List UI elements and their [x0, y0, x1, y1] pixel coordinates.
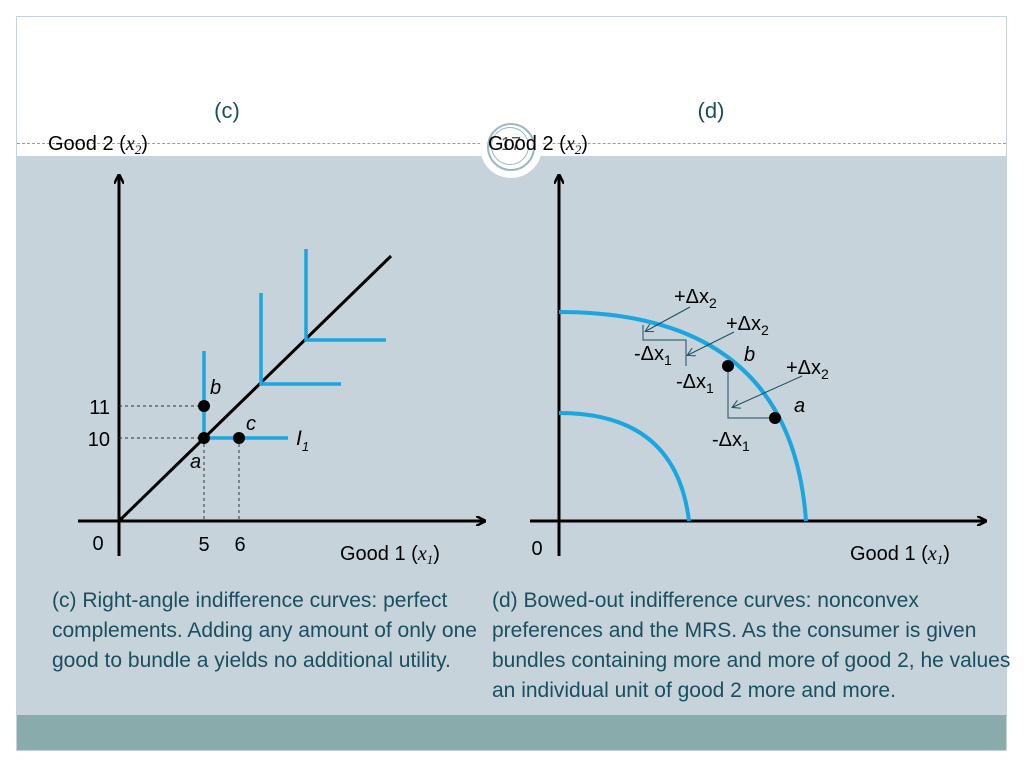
panel-d-point-a-label: a	[794, 395, 805, 417]
panel-c-point-b-label: b	[210, 377, 221, 399]
badge-inner-ring	[491, 127, 529, 165]
slide-number-badge: 17	[480, 116, 542, 178]
panel-c-point-a	[198, 432, 210, 444]
panel-d-origin: 0	[531, 538, 542, 560]
panel-d-point-b-label: b	[744, 344, 755, 366]
panel-c-y-axis-label: Good 2 (x2)	[48, 133, 148, 157]
panel-d-indifference-curve-inner	[558, 411, 691, 522]
panel-c-point-c	[233, 432, 245, 444]
slide-body	[17, 156, 1006, 715]
slide-footer	[17, 715, 1006, 750]
panel-d-annotation-arrows	[646, 306, 803, 407]
panel-c-guides	[119, 405, 240, 521]
slide-frame	[16, 16, 1007, 751]
panel-c-point-b	[198, 400, 210, 412]
panel-d-title: (d)	[698, 98, 725, 123]
panel-d-minus-dx1-3: -Δx1	[712, 429, 750, 454]
panel-c-x-tick-6: 6	[234, 534, 245, 556]
panel-c-point-c-label: c	[246, 413, 256, 435]
panel-c-x-tick-5: 5	[198, 534, 209, 556]
panel-d-mrs-steps	[642, 325, 775, 419]
panel-c-indifference-curve-3	[304, 249, 386, 342]
panel-d-plus-dx2-2: +Δx2	[726, 313, 769, 338]
panel-c-origin: 0	[92, 533, 103, 555]
slide-number: 17	[500, 134, 522, 154]
panel-d-point-a	[769, 412, 781, 424]
badge-outer-ring	[487, 123, 535, 171]
panel-c: (c) Good 2 (x2) b a c I1 11 10	[48, 98, 484, 567]
panel-d-plus-dx2-1: +Δx2	[674, 286, 717, 311]
panel-c-y-tick-10: 10	[88, 429, 110, 451]
panel-d: (d) b a 0 +Δx2 +Δx2 +Δx2 -Δx1	[530, 98, 985, 567]
panel-d-minus-dx1-2: -Δx1	[676, 371, 714, 396]
panel-d-caption: (d) Bowed-out indifference curves: nonco…	[492, 589, 1011, 702]
panel-d-minus-dx1-1: -Δx1	[634, 343, 672, 368]
panel-c-point-a-label: a	[190, 451, 201, 473]
panel-d-point-b	[722, 360, 734, 372]
panel-c-curve-label: I1	[296, 427, 309, 454]
panel-c-caption: (c) Right-angle indifference curves: per…	[52, 589, 477, 672]
panel-c-indifference-curve-2	[259, 293, 341, 386]
panel-c-x-axis-label: Good 1 (x1)	[340, 543, 440, 567]
panel-d-plus-dx2-3: +Δx2	[786, 357, 829, 382]
panel-c-title: (c)	[214, 98, 240, 123]
panel-c-y-tick-11: 11	[89, 397, 110, 419]
panel-c-expansion-ray	[117, 254, 393, 523]
panel-d-y-axis-label: Good 2 (x2)	[488, 133, 588, 157]
panel-d-indifference-curve-outer	[558, 310, 808, 522]
panel-d-x-axis-label: Good 1 (x1)	[850, 543, 950, 567]
